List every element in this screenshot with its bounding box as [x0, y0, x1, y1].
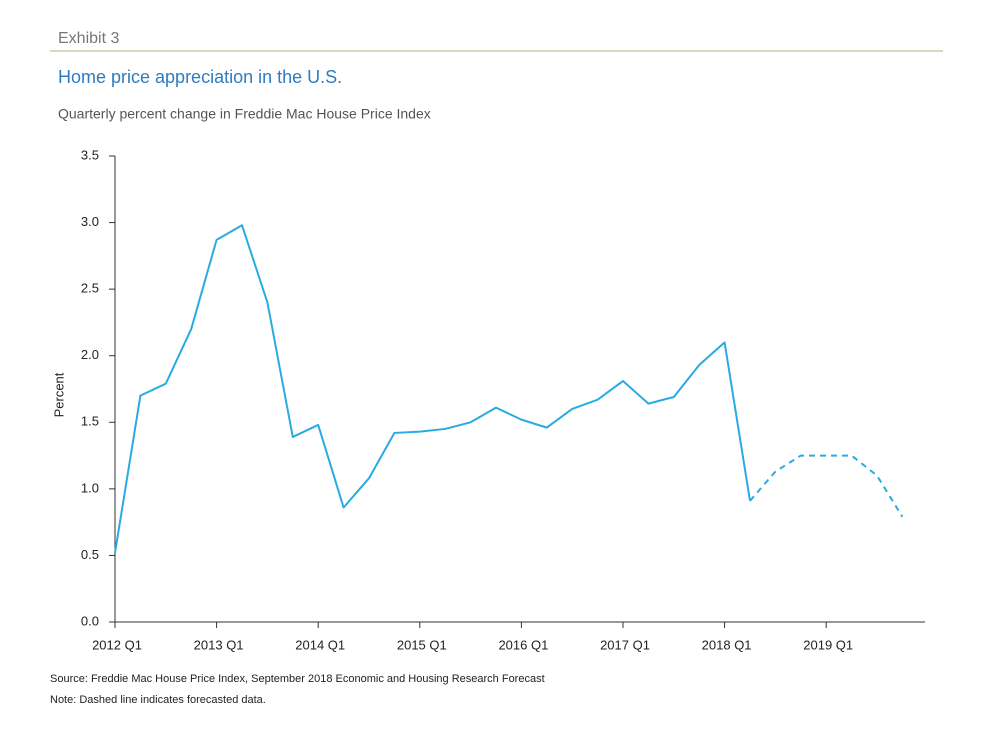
y-tick-label: 3.5	[81, 147, 99, 162]
y-tick-label: 1.0	[81, 480, 99, 495]
y-tick-label: 2.5	[81, 281, 99, 296]
exhibit-label: Exhibit 3	[58, 30, 119, 47]
chart-title: Home price appreciation in the U.S.	[58, 67, 342, 87]
source-note: Source: Freddie Mac House Price Index, S…	[50, 673, 545, 685]
x-tick-label: 2016 Q1	[498, 637, 548, 652]
y-tick-label: 2.0	[81, 347, 99, 362]
y-axis-label: Percent	[51, 372, 66, 417]
x-tick-label: 2014 Q1	[295, 637, 345, 652]
series-line	[114, 224, 751, 553]
x-tick-label: 2018 Q1	[702, 637, 752, 652]
x-tick-label: 2017 Q1	[600, 637, 650, 652]
chart-subtitle: Quarterly percent change in Freddie Mac …	[58, 106, 431, 122]
y-tick-label: 1.5	[81, 414, 99, 429]
x-tick-label: 2013 Q1	[194, 637, 244, 652]
x-tick-label: 2019 Q1	[803, 637, 853, 652]
footnote: Note: Dashed line indicates forecasted d…	[50, 694, 266, 706]
x-tick-label: 2015 Q1	[397, 637, 447, 652]
y-tick-label: 0.0	[81, 613, 99, 628]
series-line	[749, 454, 904, 518]
x-tick-label: 2012 Q1	[92, 637, 142, 652]
y-tick-label: 0.5	[81, 547, 99, 562]
y-tick-label: 3.0	[81, 214, 99, 229]
